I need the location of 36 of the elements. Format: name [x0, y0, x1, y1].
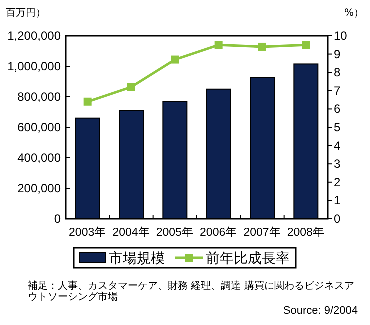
x-tick-label: 2005年 [156, 226, 194, 239]
y-axis-title: 百万円） [6, 8, 46, 19]
y2-axis-title: %） [344, 8, 364, 19]
y2-tick-label: 0 [334, 212, 341, 226]
point [84, 98, 92, 106]
y2-tick-label: 5 [334, 120, 341, 134]
y2-tick-label: 4 [334, 138, 341, 153]
y-tick-label: 800,000 [18, 90, 62, 104]
y2-tick-label: 8 [334, 66, 341, 80]
y2-tick-label: 7 [334, 84, 341, 98]
y-tick-label: 200,000 [18, 182, 62, 196]
text: 補足：人事、カスタマーケア、財務 経理、調達 購買に関わるビジネスアウトソーシング市場 [28, 281, 356, 303]
y-tick-label: 1,200,000 [8, 29, 62, 43]
y2-tick-label: 10 [334, 29, 348, 43]
legend-label: 市場規模 [109, 251, 165, 267]
y-tick-label: 600,000 [18, 120, 62, 134]
point [214, 41, 223, 50]
source-note: Source: 9/2004 [283, 305, 358, 317]
legend-label: 前年比成長率 [206, 251, 290, 267]
x-tick-label: 2006年 [200, 226, 238, 239]
y2-tick-label: 6 [334, 102, 341, 116]
point [302, 41, 310, 50]
point [171, 56, 180, 64]
y2-tick-label: 9 [334, 47, 341, 62]
point [258, 42, 266, 51]
y2-tick-label: 3 [334, 157, 341, 172]
x-tick-label: 2008年 [287, 226, 325, 239]
y-tick-label: 0 [54, 212, 62, 226]
point [128, 83, 136, 92]
x-tick-label: 2003年 [69, 226, 107, 239]
y2-tick-label: 1 [334, 194, 341, 208]
x-tick-label: 2007年 [244, 226, 282, 239]
y-tick-label: 1,000,000 [8, 60, 62, 74]
y-tick-label: 400,000 [18, 151, 62, 165]
y2-tick-label: 2 [334, 175, 341, 190]
x-tick-label: 2004年 [112, 226, 150, 239]
